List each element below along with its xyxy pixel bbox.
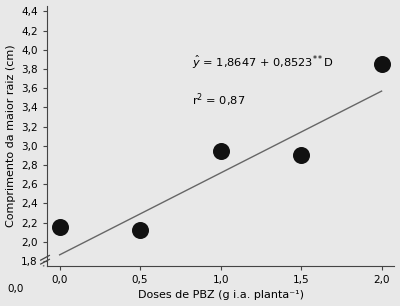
Text: $\hat{y}$ = 1,8647 + 0,8523$^{**}$D: $\hat{y}$ = 1,8647 + 0,8523$^{**}$D (192, 53, 333, 71)
Text: 0,0: 0,0 (8, 284, 24, 294)
Point (378, 62, 385, 67)
Point (298, 153, 304, 158)
Y-axis label: Comprimento da maior raiz (cm): Comprimento da maior raiz (cm) (6, 44, 16, 227)
X-axis label: Doses de PBZ (g i.a. planta⁻¹): Doses de PBZ (g i.a. planta⁻¹) (138, 290, 304, 300)
Text: r$^{2}$ = 0,87: r$^{2}$ = 0,87 (192, 91, 245, 109)
Point (56, 225, 63, 230)
Point (218, 148, 224, 153)
Point (137, 228, 143, 233)
